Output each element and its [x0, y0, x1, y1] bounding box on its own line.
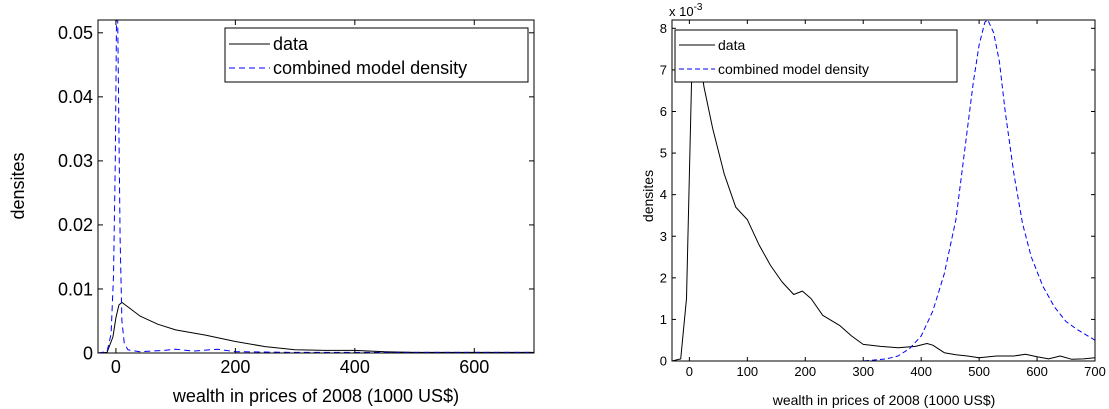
y-multiplier-exponent: -3 [694, 2, 703, 13]
x-tick-label-right: 500 [968, 364, 990, 379]
x-tick-label-right: 400 [910, 364, 932, 379]
legend-left: data combined model density [224, 27, 529, 83]
tick-layer-right: 0 100 200 300 400 500 600 700 0 1 2 3 4 5 6 7 8 [660, 20, 1106, 379]
x-tick-label-right: 200 [794, 364, 816, 379]
x-tick-label-left: 0 [111, 357, 121, 377]
x-tick-label-right: 700 [1084, 364, 1106, 379]
y-tick-label-right: 0 [660, 354, 667, 369]
x-axis-label-left: wealth in prices of 2008 (1000 US$) [172, 386, 459, 406]
series-layer-right [672, 20, 1095, 361]
series-layer-left [98, 20, 534, 353]
legend-right: data combined model density [674, 29, 958, 83]
legend-label-model-right: combined model density [718, 61, 869, 77]
y-tick-label-right: 1 [660, 312, 667, 327]
y-multiplier-base: x 10 [669, 4, 694, 19]
y-tick-label-right: 5 [660, 146, 667, 161]
plot-frame-left [97, 19, 535, 354]
plot-frame-right [671, 19, 1096, 362]
x-tick-label-right: 0 [686, 364, 693, 379]
y-tick-label-right: 2 [660, 270, 667, 285]
series-line-model-left [98, 20, 534, 353]
y-tick-label-right: 4 [660, 187, 667, 202]
x-tick-label-right: 300 [852, 364, 874, 379]
legend-box-left [224, 27, 529, 83]
x-axis-label-right: wealth in prices of 2008 (1000 US$) [772, 392, 996, 408]
series-line-model-right [672, 20, 1095, 361]
legend-label-model-left: combined model density [273, 58, 467, 78]
legend-label-data-right: data [718, 37, 745, 53]
y-tick-label-right: 6 [660, 104, 667, 119]
y-tick-label-right: 8 [660, 21, 667, 36]
chart-left: 0 200 400 600 0 0.01 0.02 0.03 0.04 0.05 data com… [8, 19, 535, 406]
y-tick-label-left: 0 [83, 343, 93, 363]
x-tick-label-right: 600 [1026, 364, 1048, 379]
x-tick-label-left: 600 [459, 357, 489, 377]
series-line-data-left [98, 301, 534, 353]
tick-layer-left: 0 200 400 600 0 0.01 0.02 0.03 0.04 0.05 [58, 20, 534, 377]
y-tick-label-left: 0.02 [58, 215, 93, 235]
y-tick-label-left: 0.05 [58, 23, 93, 43]
y-axis-label-left: densites [8, 152, 28, 219]
x-tick-label-left: 200 [220, 357, 250, 377]
y-tick-label-left: 0.04 [58, 87, 93, 107]
y-tick-label-left: 0.03 [58, 151, 93, 171]
x-tick-label-left: 400 [340, 357, 370, 377]
y-tick-label-right: 7 [660, 62, 667, 77]
legend-label-data-left: data [273, 34, 309, 54]
series-line-data-right [672, 32, 1095, 361]
y-multiplier-right: x 10-3 [669, 2, 703, 19]
y-tick-label-left: 0.01 [58, 279, 93, 299]
y-tick-label-right: 3 [660, 229, 667, 244]
x-tick-label-right: 100 [736, 364, 758, 379]
y-axis-label-right: densites [640, 170, 656, 222]
legend-box-right [674, 29, 958, 83]
